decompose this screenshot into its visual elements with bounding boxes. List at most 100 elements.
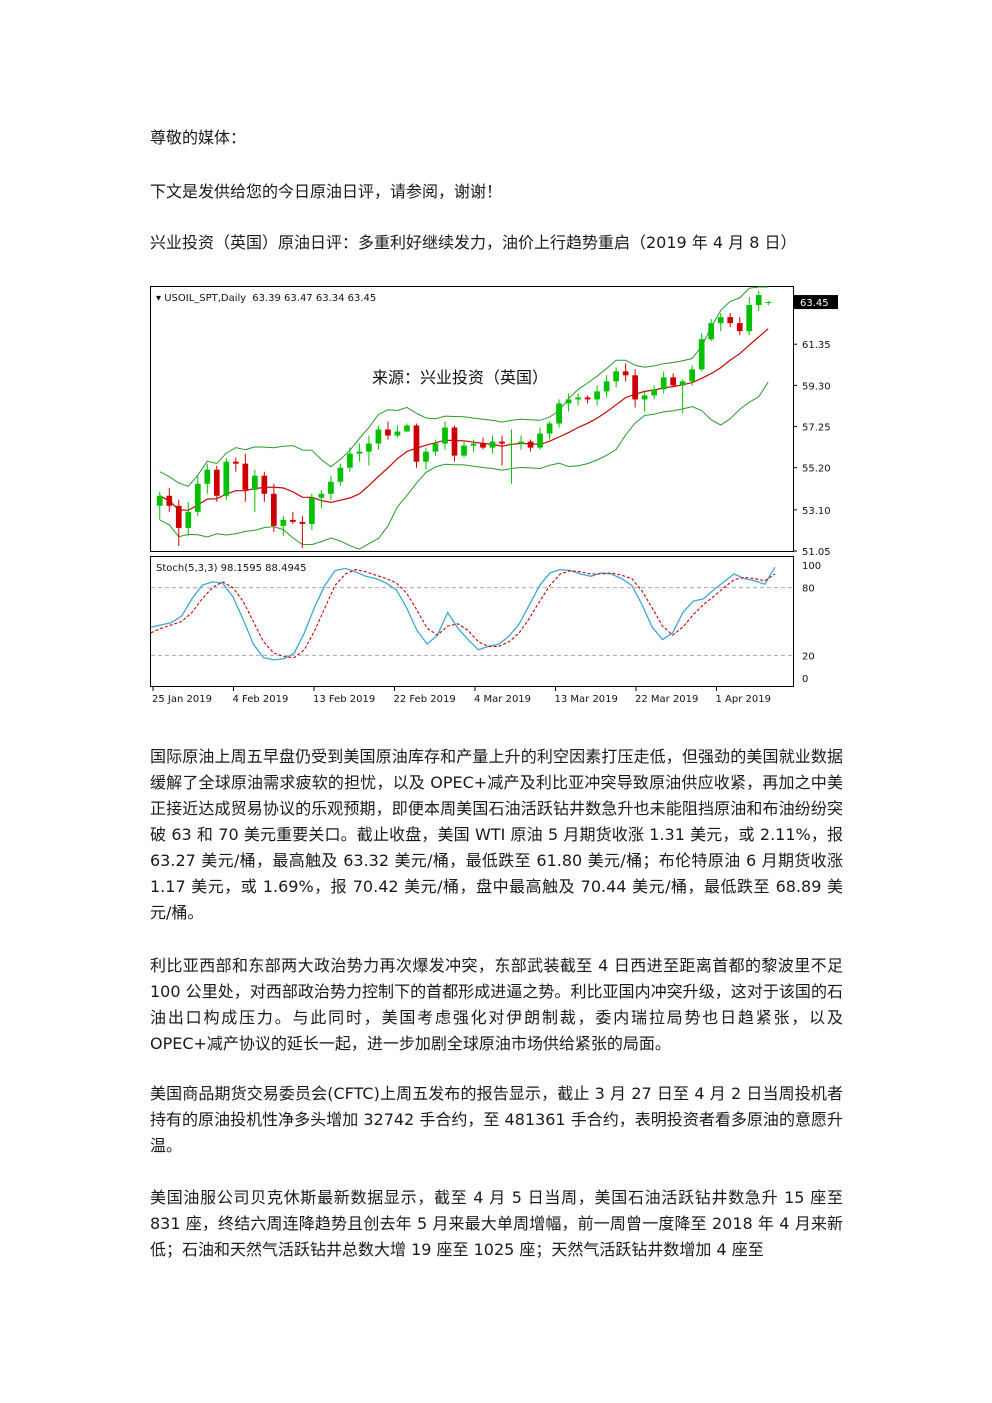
candle bbox=[347, 447, 353, 472]
candle bbox=[632, 369, 638, 408]
candle bbox=[461, 441, 467, 458]
candle-body bbox=[166, 495, 173, 506]
date-tick-label: 13 Mar 2019 bbox=[555, 694, 618, 705]
candle bbox=[413, 423, 420, 468]
stoch-tick-label: 80 bbox=[802, 584, 815, 595]
stoch-tick-label: 20 bbox=[802, 651, 815, 662]
candle bbox=[651, 385, 658, 400]
candle-body bbox=[489, 441, 496, 448]
candle-body bbox=[461, 445, 467, 456]
price-tick-label: 51.05 bbox=[802, 547, 831, 558]
candle bbox=[156, 491, 163, 520]
candle bbox=[670, 373, 677, 388]
candle bbox=[518, 435, 524, 450]
chart-svg: 61.35 59.30 57.25 55.20 53.10 51.05 63.45 100 80… bbox=[150, 286, 838, 705]
candle-body bbox=[546, 423, 553, 434]
candle-body bbox=[328, 481, 334, 494]
candle bbox=[565, 393, 572, 412]
chart-watermark: 来源：兴业投资（英国） bbox=[372, 368, 548, 387]
candle bbox=[470, 439, 477, 452]
upper-band-line bbox=[159, 286, 769, 487]
stoch-tick-label: 100 bbox=[802, 561, 821, 572]
candle-body bbox=[270, 493, 277, 526]
candle bbox=[622, 363, 629, 382]
stoch-k-line bbox=[150, 566, 776, 661]
intro-line: 下文是发供给您的今日原油日评，请参阅，谢谢！ bbox=[150, 182, 503, 201]
candle bbox=[299, 515, 306, 548]
candle bbox=[261, 471, 268, 502]
candle-body bbox=[204, 469, 211, 484]
candle-body bbox=[404, 425, 410, 432]
candle-body bbox=[470, 443, 477, 446]
candle-body bbox=[584, 397, 591, 400]
candle-body bbox=[251, 475, 258, 490]
candle bbox=[290, 511, 296, 524]
candle-body bbox=[423, 451, 429, 462]
stoch-label: Stoch(5,3,3) 98.1595 88.4945 bbox=[156, 563, 307, 574]
candle bbox=[603, 375, 610, 398]
candle bbox=[366, 435, 372, 466]
candle bbox=[432, 439, 439, 456]
candle-body bbox=[603, 381, 610, 392]
candle-body bbox=[679, 381, 686, 386]
candle-body bbox=[175, 505, 182, 528]
candle-body bbox=[356, 451, 363, 454]
candle bbox=[508, 429, 515, 484]
lower-band-line bbox=[159, 381, 769, 550]
candle-body bbox=[223, 461, 230, 496]
candle bbox=[166, 487, 173, 512]
candle-body bbox=[698, 339, 705, 370]
candle-body bbox=[232, 461, 239, 464]
candle-body bbox=[299, 521, 306, 524]
candle bbox=[251, 469, 258, 512]
candle-body bbox=[689, 369, 696, 382]
candle-body bbox=[736, 323, 743, 332]
candle bbox=[546, 421, 553, 440]
candle bbox=[270, 483, 277, 532]
candle bbox=[318, 489, 325, 508]
candle bbox=[708, 319, 715, 342]
candle-body bbox=[185, 511, 192, 528]
candle-body bbox=[194, 483, 201, 512]
candle-body bbox=[746, 305, 753, 332]
candle-body bbox=[708, 323, 715, 340]
candle-body bbox=[242, 463, 249, 490]
date-tick-label: 13 Feb 2019 bbox=[313, 694, 375, 705]
candle-body bbox=[261, 475, 268, 494]
paragraph-2: 利比亚西部和东部两大政治势力再次爆发冲突，东部武装截至 4 日西进至距离首都的黎… bbox=[150, 956, 843, 1053]
candle-body bbox=[755, 295, 762, 306]
candle bbox=[185, 501, 192, 536]
candle bbox=[204, 463, 211, 494]
candle bbox=[641, 391, 648, 412]
candle bbox=[280, 515, 287, 536]
candle bbox=[337, 463, 344, 486]
stoch-d-line bbox=[150, 568, 776, 659]
chart-title: ▾ USOIL_SPT,Daily 63.39 63.47 63.34 63.45 bbox=[156, 293, 376, 304]
paragraph-4: 美国油服公司贝克休斯最新数据显示，截至 4 月 5 日当周，美国石油活跃钻井数急… bbox=[150, 1188, 843, 1259]
candle bbox=[309, 493, 315, 530]
candle bbox=[537, 427, 543, 450]
candle-body bbox=[413, 425, 420, 462]
candle bbox=[755, 291, 762, 312]
date-tick-label: 25 Jan 2019 bbox=[152, 694, 212, 705]
candle bbox=[556, 399, 562, 428]
candle bbox=[385, 421, 391, 440]
candle-body bbox=[442, 427, 448, 444]
candle-body bbox=[613, 371, 619, 382]
candle-body bbox=[432, 443, 439, 452]
date-tick-label: 22 Feb 2019 bbox=[394, 694, 456, 705]
candle bbox=[213, 465, 220, 502]
current-price-label: 63.45 bbox=[800, 298, 829, 309]
candle-body bbox=[290, 519, 296, 522]
paragraph-3: 美国商品期货交易委员会(CFTC)上周五发布的报告显示，截止 3 月 27 日至… bbox=[150, 1084, 843, 1155]
stoch-tick-label: 0 bbox=[802, 674, 808, 685]
greeting: 尊敬的媒体： bbox=[150, 128, 247, 147]
candle-body bbox=[641, 395, 648, 400]
candle bbox=[194, 475, 201, 516]
date-tick-label: 4 Feb 2019 bbox=[233, 694, 289, 705]
candle bbox=[232, 457, 239, 472]
candle-body bbox=[632, 375, 638, 400]
candle-body bbox=[717, 317, 724, 324]
candle-body bbox=[670, 377, 677, 386]
candle-body bbox=[347, 453, 353, 468]
